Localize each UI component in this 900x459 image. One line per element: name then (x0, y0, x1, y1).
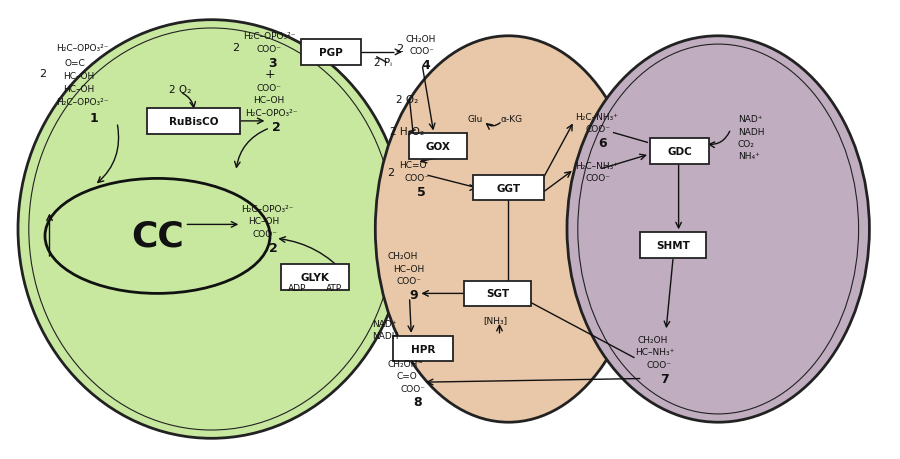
Text: 5: 5 (417, 185, 426, 198)
FancyBboxPatch shape (393, 336, 453, 362)
Text: H₂C–OPO₃²⁻: H₂C–OPO₃²⁻ (56, 97, 108, 106)
Text: 8: 8 (413, 396, 422, 409)
Text: 2: 2 (396, 44, 403, 54)
Text: Glu: Glu (468, 115, 483, 124)
Text: ATP: ATP (326, 284, 342, 293)
Text: GGT: GGT (497, 183, 520, 193)
Text: 2 H₂O₂: 2 H₂O₂ (390, 126, 424, 136)
Text: COO⁻: COO⁻ (404, 173, 429, 182)
Text: COO⁻: COO⁻ (586, 174, 611, 183)
Text: 9: 9 (410, 288, 418, 301)
FancyBboxPatch shape (410, 134, 467, 160)
Text: H₂C–NH₃⁺: H₂C–NH₃⁺ (575, 112, 618, 122)
Text: HC–OH: HC–OH (63, 84, 94, 94)
Text: NADH: NADH (738, 127, 764, 136)
Text: H₂C–OPO₃²⁻: H₂C–OPO₃²⁻ (56, 44, 108, 53)
Text: PGP: PGP (320, 48, 343, 58)
Text: 2: 2 (387, 167, 394, 177)
Text: COO⁻: COO⁻ (256, 45, 282, 54)
Text: 2: 2 (269, 241, 278, 254)
Text: H₂C–OPO₃²⁻: H₂C–OPO₃²⁻ (241, 204, 293, 213)
Ellipse shape (375, 37, 642, 422)
Text: NADH: NADH (372, 331, 398, 341)
FancyBboxPatch shape (650, 139, 709, 164)
Text: CC: CC (131, 219, 184, 253)
Text: 2 Pᵢ: 2 Pᵢ (374, 58, 392, 68)
Text: COO⁻: COO⁻ (410, 47, 435, 56)
Text: COO⁻: COO⁻ (256, 84, 282, 93)
Text: CH₂OH: CH₂OH (387, 252, 418, 261)
Text: 7: 7 (660, 372, 669, 385)
Text: SGT: SGT (486, 289, 509, 299)
Text: H₂C–OPO₃²⁻: H₂C–OPO₃²⁻ (245, 108, 297, 118)
Text: ADP: ADP (288, 284, 306, 293)
Text: HC–OH: HC–OH (393, 264, 425, 273)
Text: HC–OH: HC–OH (248, 217, 280, 226)
Text: GLYK: GLYK (301, 273, 329, 283)
Text: 6: 6 (598, 137, 608, 150)
FancyBboxPatch shape (640, 233, 706, 258)
Text: COO⁻: COO⁻ (646, 360, 671, 369)
Text: NH₄⁺: NH₄⁺ (738, 152, 760, 161)
Text: H₂C–NH₃⁺: H₂C–NH₃⁺ (575, 162, 618, 171)
Text: 2 O₂: 2 O₂ (396, 95, 418, 105)
Text: RuBisCO: RuBisCO (169, 117, 218, 127)
Text: GDC: GDC (667, 146, 692, 157)
Text: NAD⁺: NAD⁺ (738, 115, 762, 124)
FancyBboxPatch shape (302, 40, 361, 66)
FancyBboxPatch shape (473, 175, 544, 201)
Text: 2: 2 (272, 121, 281, 134)
FancyBboxPatch shape (464, 281, 531, 307)
Text: COO⁻: COO⁻ (586, 125, 611, 134)
Text: CH₂OH: CH₂OH (406, 34, 436, 44)
Text: 3: 3 (268, 57, 277, 70)
Text: H₂C–OPO₃²⁻: H₂C–OPO₃²⁻ (243, 32, 295, 41)
Text: +: + (265, 68, 275, 81)
Text: SHMT: SHMT (656, 241, 690, 251)
Text: COO⁻: COO⁻ (400, 384, 426, 393)
Text: 2: 2 (232, 43, 239, 53)
Text: CH₂OH: CH₂OH (387, 359, 418, 368)
Text: 1: 1 (90, 112, 99, 125)
FancyBboxPatch shape (281, 265, 349, 291)
Text: CO₂: CO₂ (738, 140, 755, 149)
Text: HC=O: HC=O (400, 161, 428, 170)
Text: HC–OH: HC–OH (63, 72, 94, 81)
Ellipse shape (567, 37, 869, 422)
Text: NAD⁺: NAD⁺ (372, 319, 396, 329)
Text: HPR: HPR (410, 344, 436, 354)
Text: COO⁻: COO⁻ (397, 276, 422, 285)
Text: [NH₃]: [NH₃] (483, 315, 508, 325)
Text: 2: 2 (40, 68, 47, 78)
Text: 4: 4 (421, 59, 430, 72)
Text: GOX: GOX (426, 142, 451, 152)
FancyBboxPatch shape (147, 108, 240, 135)
Text: C=O: C=O (397, 371, 418, 381)
Text: HC–NH₃⁺: HC–NH₃⁺ (635, 347, 675, 357)
Text: α-KG: α-KG (500, 115, 523, 124)
Text: 2 O₂: 2 O₂ (169, 84, 192, 95)
Text: CH₂OH: CH₂OH (637, 335, 668, 344)
Text: COO⁻: COO⁻ (252, 229, 277, 238)
Text: HC–OH: HC–OH (253, 96, 284, 105)
Text: O=C: O=C (65, 59, 86, 68)
Ellipse shape (18, 21, 405, 438)
